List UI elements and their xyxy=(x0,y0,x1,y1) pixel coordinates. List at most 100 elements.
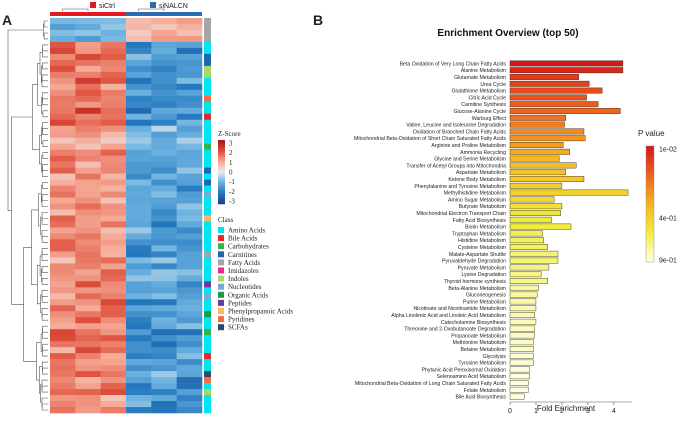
bar xyxy=(509,155,560,162)
heatmap-cell xyxy=(50,95,76,103)
heatmap-cell xyxy=(50,269,76,276)
zscore-gradient-step xyxy=(218,172,225,174)
heatmap-cell xyxy=(100,89,127,97)
heatmap-cell xyxy=(100,341,127,348)
class-cell xyxy=(204,119,211,127)
heatmap-cell xyxy=(151,59,177,67)
x-axis-label: Fold Enrichment xyxy=(537,404,596,413)
dendrogram-branch xyxy=(41,296,48,303)
class-cell xyxy=(204,53,211,61)
heatmap-cell xyxy=(151,131,177,138)
dendrogram-branch xyxy=(42,328,48,339)
heatmap-cell xyxy=(126,275,152,282)
class-legend-swatch xyxy=(218,235,224,242)
heatmap-cell xyxy=(151,227,177,234)
heatmap-cell xyxy=(100,173,127,180)
heatmap-cell xyxy=(50,311,76,318)
zscore-gradient-step xyxy=(218,202,225,205)
dendrogram-branch xyxy=(62,8,89,11)
zscore-legend-title: Z-Score xyxy=(218,130,241,138)
heatmap-cells xyxy=(50,18,203,414)
heatmap-cell xyxy=(176,191,203,198)
pvalue-gradient-step xyxy=(646,215,654,219)
heatmap-cell xyxy=(176,29,203,37)
class-cell xyxy=(204,29,211,37)
class-cell xyxy=(204,305,211,312)
heatmap-cell xyxy=(50,329,76,336)
heatmap-cell xyxy=(126,173,152,180)
pvalue-gradient-step xyxy=(646,190,654,193)
heatmap-cell xyxy=(176,353,203,360)
heatmap-cell xyxy=(100,299,127,306)
heatmap-cell xyxy=(50,191,76,198)
heatmap-cell xyxy=(176,95,203,103)
pvalue-gradient-step xyxy=(646,213,654,216)
zscore-gradient-step xyxy=(218,157,225,160)
heatmap-cell xyxy=(75,119,101,127)
zscore-gradient-step xyxy=(218,194,225,197)
class-cell xyxy=(204,323,211,330)
heatmap-cell xyxy=(151,53,177,61)
heatmap-cell xyxy=(126,131,152,138)
heatmap-cell xyxy=(151,215,177,222)
bar xyxy=(509,264,550,271)
heatmap-cell xyxy=(151,89,177,97)
heatmap-cell xyxy=(151,71,177,79)
heatmap-cell xyxy=(75,47,101,55)
heatmap-cell xyxy=(75,377,101,384)
heatmap-cell xyxy=(75,287,101,294)
bar xyxy=(509,312,535,318)
heatmap-cell xyxy=(176,18,203,25)
bar xyxy=(509,298,537,305)
heatmap-cell xyxy=(151,137,177,144)
heatmap-cell xyxy=(50,389,76,396)
heatmap-cell xyxy=(126,317,152,324)
class-cell xyxy=(204,209,211,216)
heatmap-cell xyxy=(75,191,101,198)
heatmap-cell xyxy=(176,197,203,204)
heatmap-cell xyxy=(75,143,101,150)
category-label: Pyruvaldehyde Degradation xyxy=(442,259,506,265)
zscore-gradient-step xyxy=(218,144,225,147)
category-label: Ketone Body Metabolism xyxy=(448,177,506,183)
pvalue-scale-label: 4e-01 xyxy=(659,215,677,222)
pvalue-gradient-step xyxy=(646,171,654,175)
heatmap-cell xyxy=(75,179,101,186)
heatmap-cell xyxy=(75,323,101,330)
heatmap-cell xyxy=(50,83,76,91)
heatmap-cell xyxy=(126,221,152,228)
heatmap-cell xyxy=(176,41,203,49)
pvalue-scale-title: P value xyxy=(638,129,665,138)
dendrogram-branch xyxy=(42,110,48,118)
heatmap-cell xyxy=(151,233,177,240)
heatmap-cell xyxy=(126,377,152,384)
heatmap-cell xyxy=(100,161,127,168)
category-label: Tyrosine Metabolism xyxy=(458,361,506,367)
bar xyxy=(509,346,534,352)
heatmap-cell xyxy=(75,299,101,306)
heatmap-cell xyxy=(100,137,127,144)
category-label: Glutathione Metabolism xyxy=(452,89,507,95)
heatmap-cell xyxy=(50,341,76,348)
heatmap-cell xyxy=(126,161,152,168)
class-legend-swatch xyxy=(218,299,224,306)
heatmap-cell xyxy=(176,227,203,234)
zscore-tick-label: 0 xyxy=(229,169,233,177)
heatmap-cell xyxy=(75,83,101,91)
category-label: Alpha Linolenic Acid and Linoleic Acid M… xyxy=(391,313,506,319)
heatmap-cell xyxy=(151,389,177,396)
bar xyxy=(509,380,529,386)
heatmap-cell xyxy=(176,365,203,372)
heatmap-cell xyxy=(126,395,152,402)
heatmap-cell xyxy=(151,329,177,336)
heatmap-cell xyxy=(126,53,152,61)
class-cell xyxy=(204,395,211,402)
heatmap-cell xyxy=(151,377,177,384)
heatmap-cell xyxy=(75,95,101,103)
heatmap-cell xyxy=(126,251,152,258)
heatmap-cell xyxy=(100,311,127,318)
class-cell xyxy=(204,251,211,258)
class-cell xyxy=(204,239,211,246)
heatmap-cell xyxy=(50,257,76,264)
class-cell xyxy=(204,59,211,67)
